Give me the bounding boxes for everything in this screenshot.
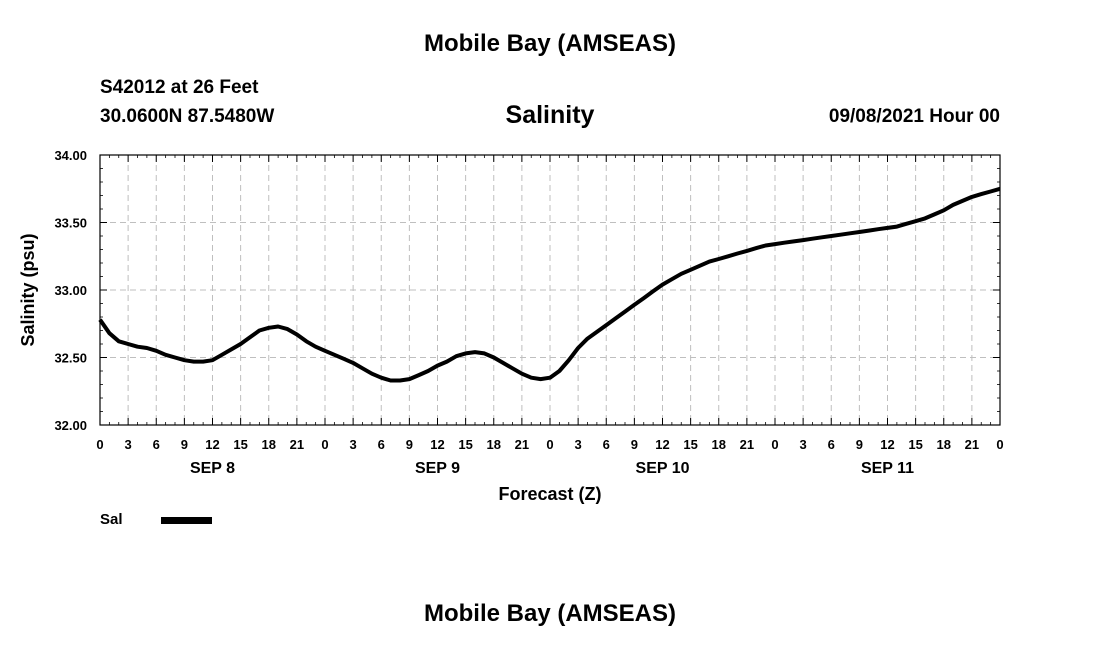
x-tick-label: 3 [350, 437, 357, 452]
x-tick-label: 9 [631, 437, 638, 452]
x-tick-label: 6 [378, 437, 385, 452]
x-tick-label: 21 [290, 437, 304, 452]
x-tick-label: 0 [771, 437, 778, 452]
tick-labels: 0 3 6 9 12 15 18 21 0 3 6 9 12 15 18 21 0 3 6 9 12 15 18 21 0 3 6 9… [54, 148, 1003, 477]
station-label: S42012 at 26 Feet [100, 77, 259, 98]
axis-ticks [99, 154, 1001, 426]
x-tick-label: 15 [683, 437, 697, 452]
day-label: SEP 11 [861, 460, 914, 477]
x-tick-label: 0 [546, 437, 553, 452]
x-tick-label: 6 [603, 437, 610, 452]
day-label: SEP 9 [415, 460, 460, 477]
x-tick-label: 18 [712, 437, 726, 452]
x-tick-label: 21 [740, 437, 754, 452]
y-tick-label: 33.00 [54, 283, 87, 298]
y-axis-label: Salinity (psu) [18, 233, 38, 346]
y-tick-label: 34.00 [54, 148, 87, 163]
coordinates-label: 30.0600N 87.5480W [100, 106, 275, 127]
grid-lines [100, 155, 1000, 425]
x-tick-label: 9 [181, 437, 188, 452]
x-tick-label: 15 [233, 437, 247, 452]
x-tick-label: 12 [655, 437, 669, 452]
day-label: SEP 10 [636, 460, 690, 477]
y-tick-label: 32.00 [54, 418, 87, 433]
x-tick-label: 12 [205, 437, 219, 452]
x-tick-label: 21 [515, 437, 529, 452]
x-tick-label: 15 [908, 437, 922, 452]
x-tick-label: 21 [965, 437, 979, 452]
x-tick-label: 3 [125, 437, 132, 452]
x-tick-label: 18 [487, 437, 501, 452]
x-tick-label: 0 [96, 437, 103, 452]
x-axis-label: Forecast (Z) [498, 484, 601, 504]
variable-title: Salinity [505, 101, 595, 129]
y-tick-label: 32.50 [54, 351, 87, 366]
x-tick-label: 15 [458, 437, 472, 452]
chart-title: Mobile Bay (AMSEAS) [423, 30, 677, 57]
x-tick-label: 12 [430, 437, 444, 452]
footer-title: Mobile Bay (AMSEAS) [423, 600, 677, 627]
x-tick-label: 3 [575, 437, 582, 452]
legend-swatch [161, 517, 212, 524]
x-tick-label: 9 [406, 437, 413, 452]
x-tick-label: 18 [262, 437, 276, 452]
x-tick-label: 0 [321, 437, 328, 452]
y-tick-label: 33.50 [54, 216, 87, 231]
x-tick-label: 9 [856, 437, 863, 452]
forecast-datetime: 09/08/2021 Hour 00 [828, 106, 1000, 127]
x-tick-label: 18 [937, 437, 951, 452]
legend-label: Sal [100, 511, 123, 528]
x-tick-label: 0 [996, 437, 1003, 452]
x-tick-label: 12 [880, 437, 894, 452]
x-tick-label: 3 [800, 437, 807, 452]
salinity-series-line [98, 186, 1001, 383]
x-tick-label: 6 [153, 437, 160, 452]
x-tick-label: 6 [828, 437, 835, 452]
day-label: SEP 8 [190, 460, 235, 477]
